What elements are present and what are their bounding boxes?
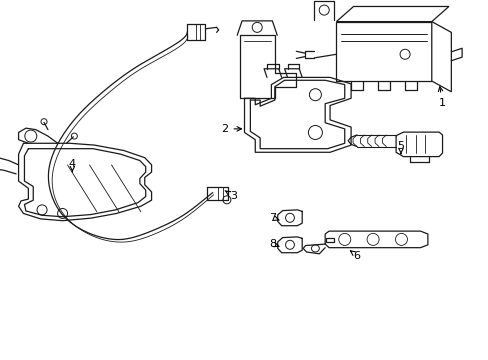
- Text: 1: 1: [437, 87, 445, 108]
- Text: 2: 2: [221, 124, 241, 134]
- Text: 3: 3: [224, 191, 237, 201]
- Text: 5: 5: [397, 141, 404, 154]
- Text: 4: 4: [69, 159, 76, 172]
- Polygon shape: [336, 6, 448, 22]
- Polygon shape: [431, 22, 450, 92]
- Polygon shape: [336, 22, 431, 81]
- Text: 7: 7: [269, 213, 279, 223]
- Text: 6: 6: [350, 251, 360, 261]
- Text: 8: 8: [269, 239, 279, 249]
